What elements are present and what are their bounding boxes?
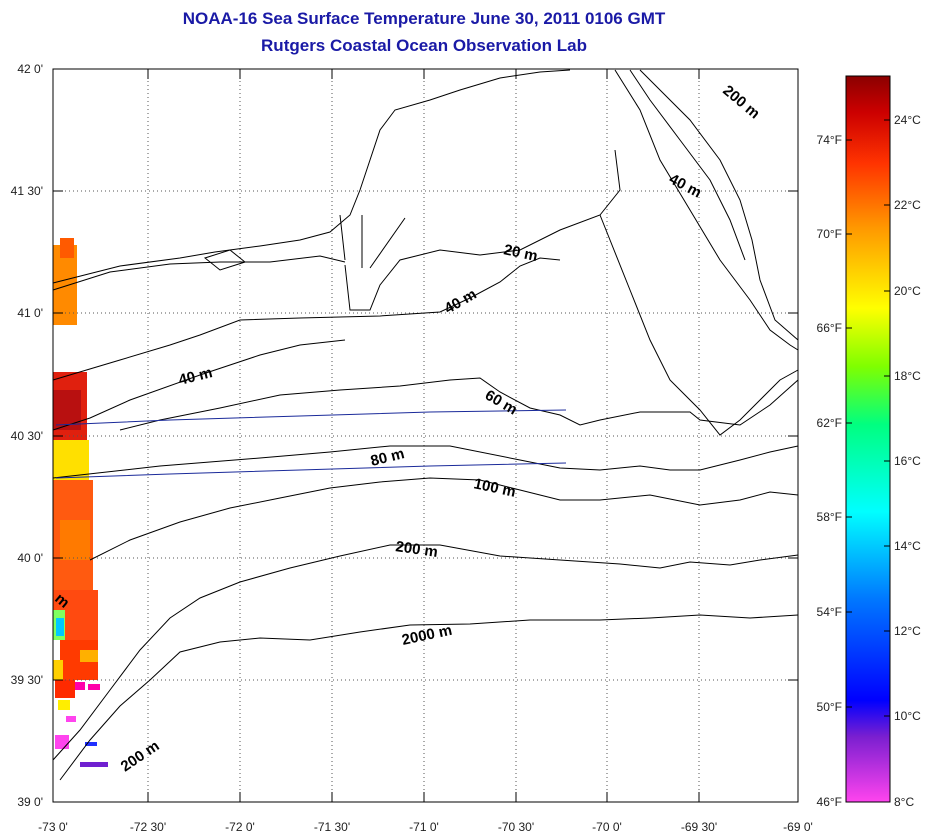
swath-patch — [66, 716, 76, 722]
lat-label: 42 0' — [17, 62, 43, 76]
swath-patch — [56, 618, 64, 636]
celsius-label: 8°C — [894, 795, 914, 809]
fahrenheit-label: 46°F — [817, 795, 842, 809]
depth-labels: 200 m 40 m 20 m 40 m 40 m 60 m 80 m 100 … — [51, 82, 763, 775]
longitude-labels: -73 0' -72 30' -72 0' -71 30' -71 0' -70… — [38, 820, 813, 834]
depth-label-200m-sw: 200 m — [118, 737, 163, 775]
depth-contours — [52, 69, 799, 781]
fahrenheit-label: 54°F — [817, 605, 842, 619]
colorbar-bar — [845, 75, 891, 803]
celsius-label: 10°C — [894, 709, 921, 723]
lat-label: 39 0' — [17, 795, 43, 809]
lon-label: -72 0' — [225, 820, 255, 834]
swath-patch — [53, 390, 81, 430]
fahrenheit-label: 70°F — [817, 227, 842, 241]
lat-label: 41 30' — [11, 184, 43, 198]
lon-label: -70 30' — [498, 820, 534, 834]
celsius-label: 20°C — [894, 284, 921, 298]
swath-patch — [85, 742, 97, 746]
lat-label: 40 0' — [17, 551, 43, 565]
fahrenheit-label: 66°F — [817, 321, 842, 335]
latitude-labels: 42 0' 41 30' 41 0' 40 30' 40 0' 39 30' 3… — [11, 62, 43, 809]
lon-label: -72 30' — [130, 820, 166, 834]
celsius-label: 12°C — [894, 624, 921, 638]
celsius-label: 18°C — [894, 369, 921, 383]
swath-patch — [75, 682, 85, 690]
fahrenheit-label: 50°F — [817, 700, 842, 714]
lon-label: -71 30' — [314, 820, 350, 834]
celsius-labels: 24°C 22°C 20°C 18°C 16°C 14°C 12°C 10°C … — [894, 113, 921, 809]
swath-patch — [58, 700, 70, 710]
swath-patch — [55, 735, 69, 749]
swath-patch — [80, 762, 108, 767]
swath-patch — [80, 650, 98, 662]
depth-label-40m-west: 40 m — [177, 364, 214, 389]
lat-label: 41 0' — [17, 306, 43, 320]
fahrenheit-label: 74°F — [817, 133, 842, 147]
lon-label: -71 0' — [409, 820, 439, 834]
celsius-label: 22°C — [894, 198, 921, 212]
depth-label-200m-center: 200 m — [394, 538, 438, 561]
fahrenheit-labels: 74°F 70°F 66°F 62°F 58°F 54°F 50°F 46°F — [817, 133, 842, 809]
colorbar: 24°C 22°C 20°C 18°C 16°C 14°C 12°C 10°C … — [817, 75, 921, 809]
sst-swath — [53, 238, 108, 767]
lon-label: -70 0' — [592, 820, 622, 834]
depth-label-60m: 60 m — [482, 387, 520, 419]
celsius-label: 14°C — [894, 539, 921, 553]
frame-ticks — [53, 69, 798, 802]
swath-patch — [53, 245, 77, 325]
depth-label-80m: 80 m — [369, 445, 406, 470]
swath-patch — [55, 680, 75, 698]
depth-label-40m-ne: 40 m — [666, 171, 704, 202]
lon-label: -69 0' — [783, 820, 813, 834]
map-title: NOAA-16 Sea Surface Temperature June 30,… — [182, 9, 666, 28]
swath-patch — [60, 238, 74, 258]
swath-patch — [53, 660, 63, 680]
swath-patch — [53, 440, 89, 480]
lat-label: 39 30' — [11, 673, 43, 687]
coastline — [52, 69, 799, 436]
celsius-label: 16°C — [894, 454, 921, 468]
depth-label-100m: 100 m — [472, 475, 517, 500]
lon-label: -73 0' — [38, 820, 68, 834]
map-subtitle: Rutgers Coastal Ocean Observation Lab — [261, 36, 587, 55]
lon-label: -69 30' — [681, 820, 717, 834]
depth-label-200m-ne: 200 m — [719, 82, 763, 122]
swath-patch — [60, 520, 90, 560]
swath-patch — [88, 684, 100, 690]
depth-label-20m: 20 m — [502, 241, 539, 265]
celsius-label: 24°C — [894, 113, 921, 127]
fahrenheit-label: 58°F — [817, 510, 842, 524]
fahrenheit-label: 62°F — [817, 416, 842, 430]
lat-label: 40 30' — [11, 429, 43, 443]
depth-label-2000m: 2000 m — [400, 622, 453, 649]
